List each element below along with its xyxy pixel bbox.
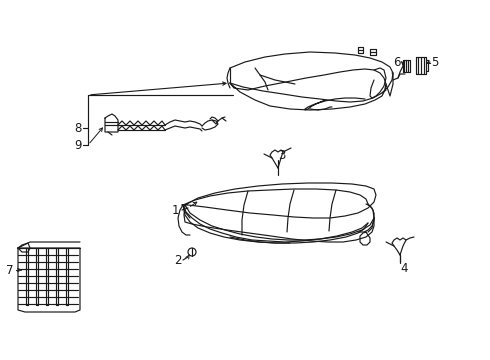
Text: 2: 2 (174, 253, 182, 266)
Text: 5: 5 (431, 55, 439, 68)
Text: 7: 7 (6, 264, 14, 276)
Text: 3: 3 (278, 149, 286, 162)
Text: 9: 9 (74, 139, 82, 152)
Text: 6: 6 (393, 55, 401, 68)
Text: 1: 1 (171, 203, 179, 216)
Text: 4: 4 (400, 261, 408, 275)
Text: 8: 8 (74, 122, 82, 135)
